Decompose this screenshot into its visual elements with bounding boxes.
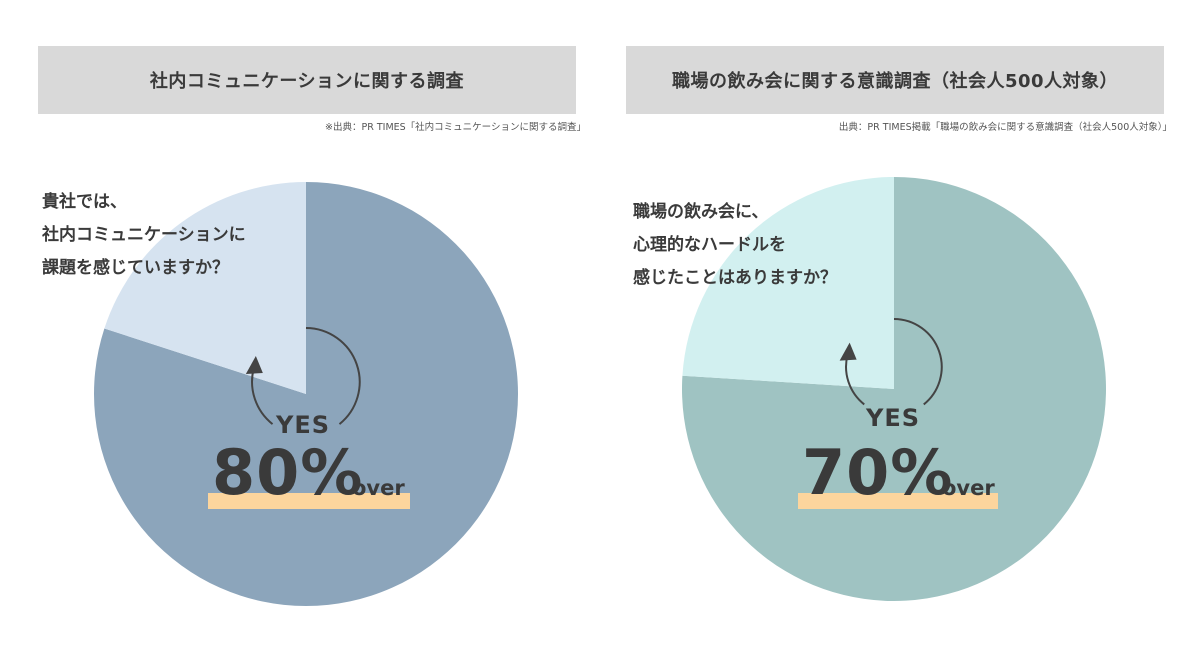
question-line: 課題を感じていますか？	[42, 258, 229, 278]
source-note: 出典：PR TIMES掲載「職場の飲み会に関する意識調査（社会人500人対象）」	[838, 122, 1172, 133]
headline-percent: 70%	[802, 436, 954, 509]
pie-slice-yes	[93, 182, 519, 606]
survey-question: 職場の飲み会に、 心理的なハードルを 感じたことはありますか？	[633, 196, 837, 295]
arrow-head-icon	[245, 356, 263, 375]
arrow-arc	[893, 318, 943, 406]
survey-question: 貴社では、 社内コミュニケーションに 課題を感じていますか？	[42, 186, 246, 285]
yes-label: YES	[276, 411, 331, 439]
source-note: ※出典：PR TIMES「社内コミュニケーションに関する調査」	[325, 122, 586, 133]
chart-panel-right: 職場の飲み会に関する意識調査（社会人500人対象） 出典：PR TIMES掲載「…	[600, 0, 1200, 646]
question-line: 心理的なハードルを	[633, 235, 786, 255]
headline-suffix: over	[942, 476, 995, 500]
arrow-arc	[305, 327, 361, 425]
chart-panel-left: 社内コミュニケーションに関する調査 ※出典：PR TIMES「社内コミュニケーシ…	[38, 46, 586, 606]
pie-chart	[682, 177, 1106, 601]
pie-slice-other	[104, 182, 306, 394]
yes-label: YES	[866, 404, 921, 432]
question-line: 貴社では、	[42, 192, 127, 212]
pie-chart	[93, 182, 519, 606]
arrow-head-icon	[839, 342, 857, 361]
question-line: 職場の飲み会に、	[633, 202, 769, 222]
headline-suffix: over	[352, 476, 405, 500]
chart-title: 社内コミュニケーションに関する調査	[149, 71, 465, 92]
highlight-bar	[798, 493, 998, 509]
chart-title-bar: 社内コミュニケーションに関する調査	[38, 46, 576, 114]
headline-percent: 80%	[212, 436, 364, 509]
arrow-arc	[251, 367, 274, 425]
question-line: 感じたことはありますか？	[633, 268, 837, 288]
question-line: 社内コミュニケーションに	[42, 225, 246, 245]
chart-title-bar: 職場の飲み会に関する意識調査（社会人500人対象）	[626, 46, 1164, 114]
chart-title: 職場の飲み会に関する意識調査（社会人500人対象）	[671, 71, 1119, 92]
highlight-bar	[208, 493, 410, 509]
pie-slice-other	[682, 177, 894, 389]
